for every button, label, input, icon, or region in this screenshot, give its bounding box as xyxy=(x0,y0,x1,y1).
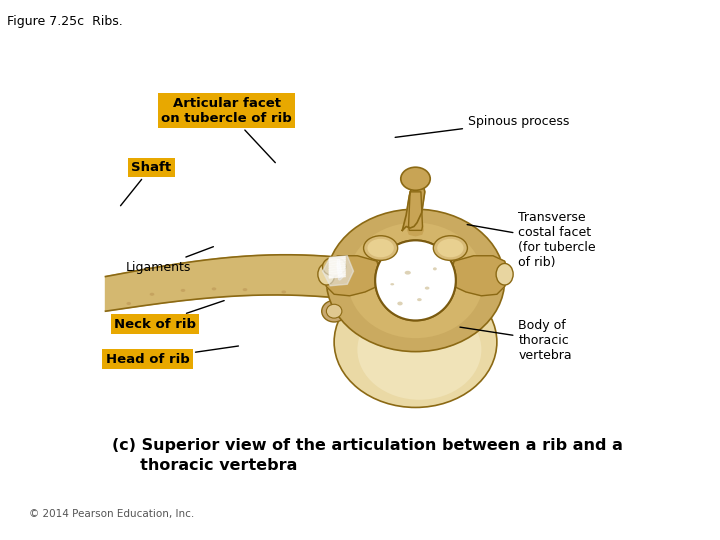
Ellipse shape xyxy=(282,291,286,294)
Polygon shape xyxy=(323,259,365,289)
Text: Articular facet
on tubercle of rib: Articular facet on tubercle of rib xyxy=(161,97,292,163)
Ellipse shape xyxy=(326,304,342,318)
Polygon shape xyxy=(361,287,396,346)
Ellipse shape xyxy=(181,289,185,292)
Text: (c) Superior view of the articulation between a rib and a: (c) Superior view of the articulation be… xyxy=(112,438,623,453)
Ellipse shape xyxy=(425,287,429,289)
Ellipse shape xyxy=(357,300,482,400)
Ellipse shape xyxy=(405,271,411,275)
Polygon shape xyxy=(402,177,425,231)
Ellipse shape xyxy=(433,267,437,271)
Ellipse shape xyxy=(390,283,394,286)
Ellipse shape xyxy=(334,276,497,408)
Text: Ligaments: Ligaments xyxy=(126,247,213,274)
Circle shape xyxy=(375,240,456,320)
Ellipse shape xyxy=(437,239,464,257)
Polygon shape xyxy=(323,256,354,286)
Ellipse shape xyxy=(323,257,346,276)
Ellipse shape xyxy=(433,236,467,260)
Text: Shaft: Shaft xyxy=(120,161,171,206)
Ellipse shape xyxy=(322,300,346,322)
Text: Spinous process: Spinous process xyxy=(395,115,570,137)
Polygon shape xyxy=(106,255,354,311)
Polygon shape xyxy=(323,256,381,296)
Ellipse shape xyxy=(348,222,483,338)
Polygon shape xyxy=(408,200,423,236)
Ellipse shape xyxy=(127,302,131,305)
Text: thoracic vertebra: thoracic vertebra xyxy=(112,458,297,473)
Ellipse shape xyxy=(243,288,248,291)
Ellipse shape xyxy=(326,209,505,352)
Ellipse shape xyxy=(417,298,422,301)
Text: Figure 7.25c  Ribs.: Figure 7.25c Ribs. xyxy=(7,15,123,28)
Ellipse shape xyxy=(401,167,431,190)
Ellipse shape xyxy=(367,239,394,257)
Polygon shape xyxy=(408,192,423,231)
Ellipse shape xyxy=(150,293,154,296)
Text: © 2014 Pearson Education, Inc.: © 2014 Pearson Education, Inc. xyxy=(29,509,194,519)
Text: Neck of rib: Neck of rib xyxy=(114,301,224,330)
Ellipse shape xyxy=(397,301,402,306)
Ellipse shape xyxy=(496,264,513,285)
Ellipse shape xyxy=(364,236,397,260)
Circle shape xyxy=(375,240,456,320)
Polygon shape xyxy=(451,256,508,296)
Text: Head of rib: Head of rib xyxy=(106,346,238,366)
Text: Transverse
costal facet
(for tubercle
of rib): Transverse costal facet (for tubercle of… xyxy=(467,211,596,269)
Ellipse shape xyxy=(212,287,216,291)
Ellipse shape xyxy=(318,264,335,285)
Polygon shape xyxy=(435,287,469,346)
Text: Body of
thoracic
vertebra: Body of thoracic vertebra xyxy=(460,319,572,362)
